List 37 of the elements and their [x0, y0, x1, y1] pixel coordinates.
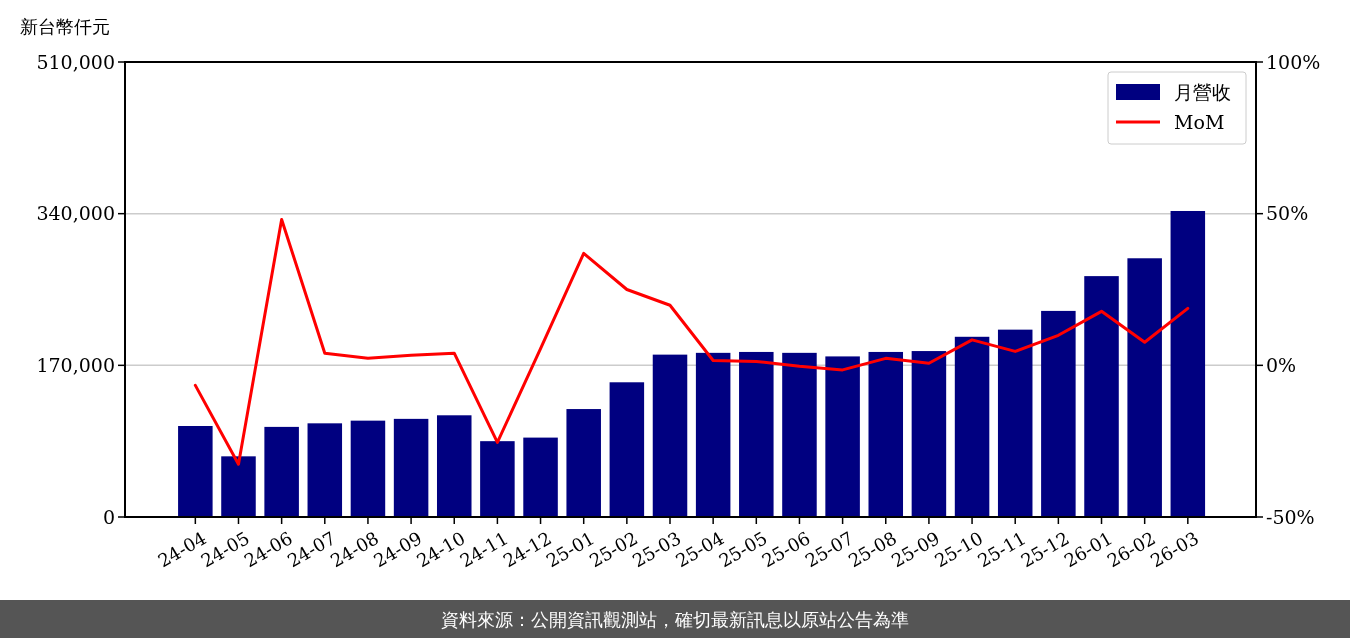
y-tick-label: 340,000 [36, 202, 115, 225]
bar [1041, 310, 1076, 517]
bar [911, 351, 947, 517]
bar [739, 351, 774, 517]
bar [436, 415, 472, 517]
bar [1170, 210, 1206, 517]
bar [307, 423, 343, 517]
bar [1084, 276, 1119, 517]
y2-tick-label: 100% [1266, 50, 1321, 73]
y2-tick-label: 50% [1266, 202, 1309, 225]
bar [695, 352, 731, 517]
bar [782, 352, 817, 517]
bar [221, 456, 256, 517]
bar [825, 356, 860, 517]
bar [652, 354, 688, 517]
y2-tick-label: -50% [1266, 505, 1315, 528]
y2-tick-label: 0% [1266, 353, 1297, 376]
bar [393, 418, 429, 517]
bar [350, 420, 386, 517]
y-tick-label: 510,000 [36, 50, 115, 73]
bar [954, 336, 990, 517]
y-axis-title: 新台幣仟元 [20, 16, 110, 37]
source-note: 資料來源：公開資訊觀測站，確切最新訊息以原站公告為準 [441, 609, 909, 631]
legend-label: 月營收 [1174, 80, 1231, 103]
bar [264, 426, 299, 517]
bar [1127, 258, 1162, 517]
y-tick-label: 0 [102, 505, 115, 528]
bar [178, 426, 213, 517]
bar [868, 351, 904, 517]
legend-label: MoM [1174, 110, 1225, 133]
y-tick-label: 170,000 [36, 353, 115, 376]
bar [523, 437, 558, 517]
line-series [193, 217, 1190, 466]
bar [480, 441, 515, 517]
bar [997, 329, 1033, 517]
bar [609, 382, 645, 517]
bar [566, 409, 601, 517]
